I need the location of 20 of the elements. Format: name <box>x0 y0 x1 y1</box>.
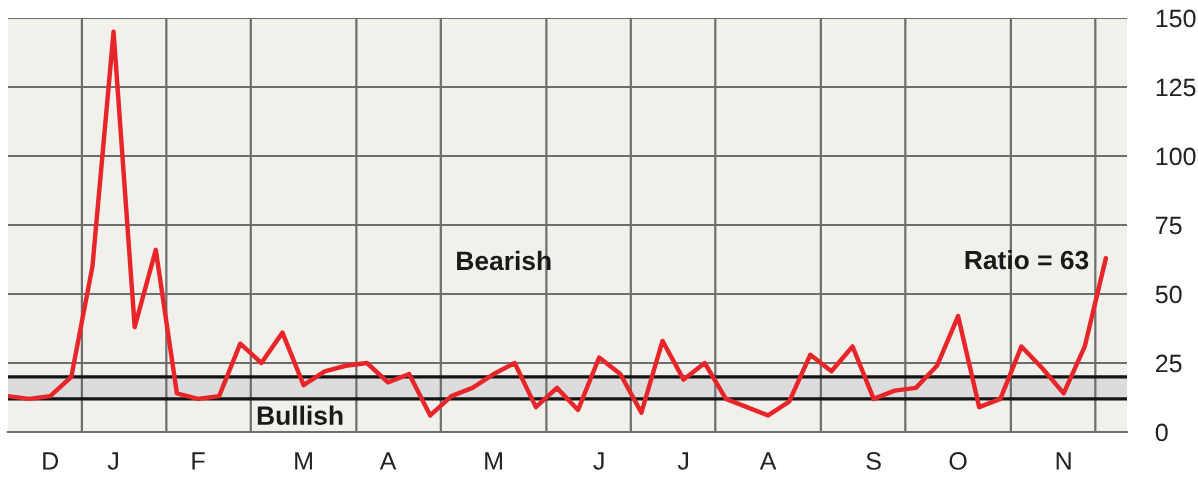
x-tick-label: N <box>1056 452 1071 470</box>
x-tick-label: J <box>593 452 604 470</box>
x-tick-label: S <box>866 452 881 470</box>
y-tick-label: 125 <box>1156 78 1196 97</box>
x-tick-label: F <box>192 452 205 470</box>
annotation: Bullish <box>257 405 343 426</box>
y-tick-label: 150 <box>1156 9 1196 28</box>
x-tick-label: J <box>677 452 689 470</box>
x-tick-label: A <box>759 452 777 470</box>
y-tick-label: 75 <box>1156 216 1182 235</box>
y-tick-label: 25 <box>1156 354 1182 373</box>
x-tick-label: M <box>485 452 502 470</box>
x-tick-label: J <box>107 452 118 470</box>
y-tick-label: 0 <box>1155 423 1168 442</box>
x-tick-label: M <box>295 452 312 470</box>
y-tick-label: 100 <box>1156 147 1196 166</box>
x-tick-label: D <box>43 452 59 470</box>
y-tick-label: 50 <box>1155 285 1182 304</box>
x-tick-label: O <box>949 452 967 470</box>
x-tick-label: A <box>379 452 397 470</box>
